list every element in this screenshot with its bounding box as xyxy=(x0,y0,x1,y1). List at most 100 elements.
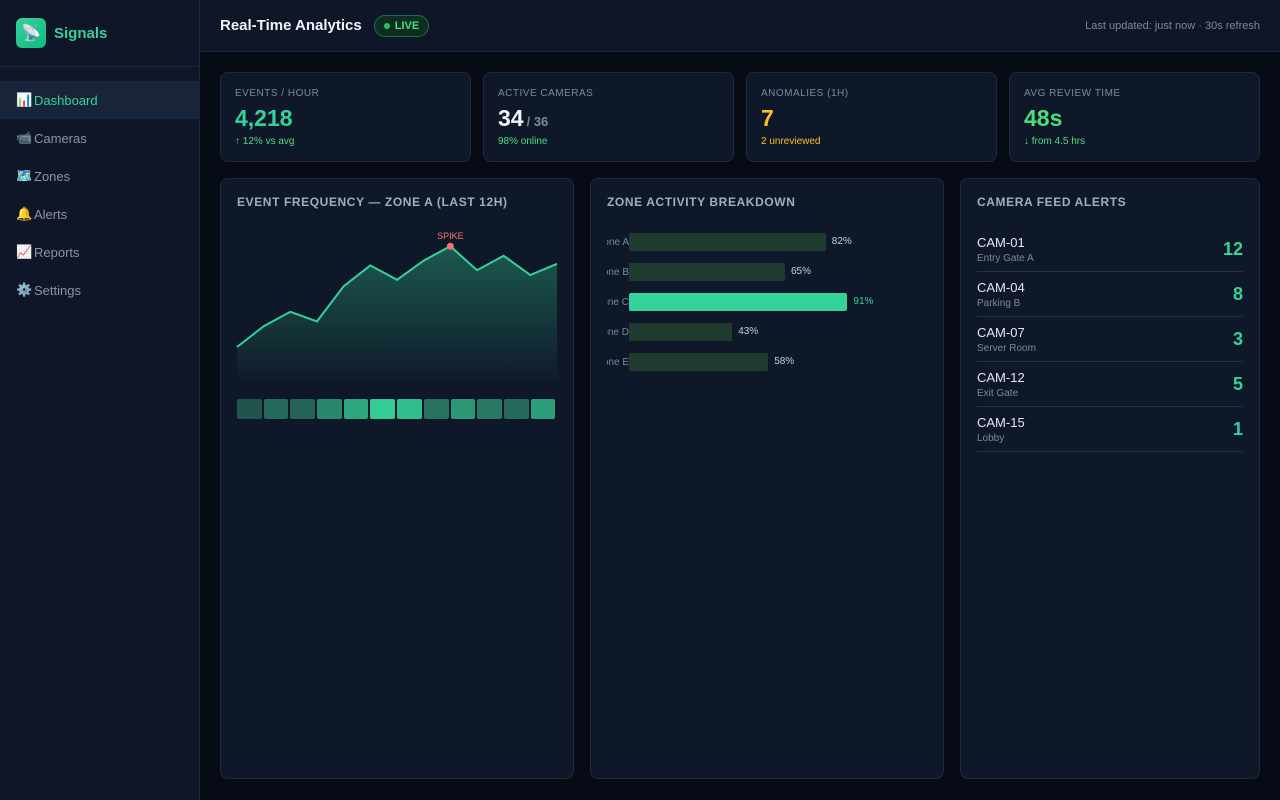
heat-cell xyxy=(450,399,476,419)
alert-row-cam-15[interactable]: CAM-15 Lobby 1 xyxy=(977,407,1243,452)
stat-note: 2 unreviewed xyxy=(761,136,821,147)
stat-card-anomalies[interactable]: ANOMALIES (1H) 7 2 unreviewed xyxy=(746,72,997,162)
map-icon: 🗺️ xyxy=(16,168,33,183)
page-title: Real-Time Analytics xyxy=(220,17,362,34)
zone-bar xyxy=(629,233,826,251)
heat-cell xyxy=(477,399,502,419)
alert-count: 8 xyxy=(1232,283,1243,304)
last-updated-text: Last updated: just now · 30s refresh xyxy=(1085,19,1260,32)
zone-value-label: 82% xyxy=(831,236,852,247)
alert-info: CAM-15 Lobby xyxy=(977,415,1025,444)
stat-card-cameras[interactable]: ACTIVE CAMERAS 34/ 36 98% online xyxy=(483,72,734,162)
alert-location: Entry Gate A xyxy=(977,252,1034,264)
zone-label: Zone C xyxy=(607,296,629,308)
sidebar-nav: 📊 Dashboard 📹 Cameras 🗺️ Zones 🔔 Alerts … xyxy=(0,81,199,309)
heat-cell xyxy=(317,399,342,419)
sidebar-item-label: Alerts xyxy=(34,206,68,222)
live-badge: LIVE xyxy=(373,14,430,37)
zone-label: Zone A xyxy=(607,236,629,248)
alert-camera-name: CAM-15 xyxy=(977,414,1025,430)
stat-note: 98% online xyxy=(498,136,548,147)
satellite-dish-icon: 📡 xyxy=(16,18,46,48)
heat-cell xyxy=(290,399,316,419)
alert-row-cam-01[interactable]: CAM-01 Entry Gate A 12 xyxy=(977,227,1243,272)
zone-bar-row[interactable]: Zone D 43% xyxy=(607,323,869,341)
zone-bar xyxy=(629,293,848,311)
stat-card-review-time[interactable]: AVG REVIEW TIME 48s ↓ from 4.5 hrs xyxy=(1009,72,1260,162)
panel-title: CAMERA FEED ALERTS xyxy=(977,195,1127,209)
stat-value: 48s xyxy=(1024,105,1245,132)
alert-info: CAM-01 Entry Gate A xyxy=(977,235,1034,264)
sidebar-item-cameras[interactable]: 📹 Cameras xyxy=(0,119,199,157)
sidebar-item-settings[interactable]: ⚙️ Settings xyxy=(0,271,199,309)
stat-note: ↑ 12% vs avg xyxy=(235,136,295,147)
stat-value: 7 xyxy=(761,105,982,132)
stat-value-main: 48s xyxy=(1024,105,1063,131)
alert-info: CAM-04 Parking B xyxy=(977,280,1025,309)
top-header: Real-Time Analytics LIVE Last updated: j… xyxy=(200,0,1280,52)
stat-label: ACTIVE CAMERAS xyxy=(498,88,594,99)
zone-bar-row[interactable]: Zone A 82% xyxy=(607,233,869,251)
zone-label: Zone E xyxy=(607,356,629,368)
video-camera-icon: 📹 xyxy=(16,130,33,145)
panel-title: EVENT FREQUENCY — ZONE A (LAST 12H) xyxy=(237,195,508,209)
zone-activity-panel: ZONE ACTIVITY BREAKDOWN Zone A 82% Zone B 6… xyxy=(590,178,944,779)
zone-bar-track: 91% xyxy=(629,293,873,311)
zone-bar-track: 82% xyxy=(629,233,869,251)
alert-info: CAM-12 Exit Gate xyxy=(977,370,1025,399)
stat-label: ANOMALIES (1H) xyxy=(761,88,849,99)
line-chart-icon: 📈 xyxy=(16,244,33,259)
panel-title: ZONE ACTIVITY BREAKDOWN xyxy=(607,195,796,209)
live-label: LIVE xyxy=(394,19,420,32)
alert-row-cam-12[interactable]: CAM-12 Exit Gate 5 xyxy=(977,362,1243,407)
heat-cell xyxy=(263,399,289,419)
zone-bar xyxy=(629,263,785,281)
stat-value-main: 4,218 xyxy=(235,105,293,131)
zone-value-label: 58% xyxy=(774,356,795,367)
heat-cell xyxy=(423,399,449,419)
stat-cards: EVENTS / HOUR 4,218 ↑ 12% vs avg ACTIVE … xyxy=(220,72,1260,162)
stat-value: 4,218 xyxy=(235,105,456,132)
zone-bar-row[interactable]: Zone B 65% xyxy=(607,263,869,281)
alert-count: 5 xyxy=(1232,373,1243,394)
alert-row-cam-04[interactable]: CAM-04 Parking B 8 xyxy=(977,272,1243,317)
alert-location: Server Room xyxy=(977,342,1036,354)
zone-bar-row[interactable]: Zone E 58% xyxy=(607,353,869,371)
heat-cell xyxy=(503,399,529,419)
stat-value: 34/ 36 xyxy=(498,105,719,132)
gear-icon: ⚙️ xyxy=(16,282,33,297)
alert-camera-name: CAM-04 xyxy=(977,279,1025,295)
sidebar-item-label: Zones xyxy=(34,168,71,184)
stat-label: AVG REVIEW TIME xyxy=(1024,88,1121,99)
stat-note: ↓ from 4.5 hrs xyxy=(1024,136,1086,147)
spike-marker[interactable] xyxy=(446,242,454,250)
alert-camera-name: CAM-07 xyxy=(977,324,1025,340)
heat-cell xyxy=(370,399,396,419)
stat-card-events[interactable]: EVENTS / HOUR 4,218 ↑ 12% vs avg xyxy=(220,72,471,162)
sidebar-item-label: Dashboard xyxy=(34,92,98,108)
sidebar-item-reports[interactable]: 📈 Reports xyxy=(0,233,199,271)
zone-value-label: 43% xyxy=(738,326,759,337)
zone-label: Zone B xyxy=(607,266,629,278)
alert-count: 3 xyxy=(1232,328,1243,349)
alert-camera-name: CAM-12 xyxy=(977,369,1025,385)
stat-value-main: 34 xyxy=(498,105,524,131)
alert-location: Exit Gate xyxy=(977,387,1019,399)
sidebar-item-label: Cameras xyxy=(34,130,87,146)
brand-name: Signals xyxy=(54,24,108,42)
sidebar-item-alerts[interactable]: 🔔 Alerts xyxy=(0,195,199,233)
stat-value-sub: / 36 xyxy=(526,114,549,129)
zone-bar-track: 43% xyxy=(629,323,869,341)
alert-list: CAM-01 Entry Gate A 12 CAM-04 Parking B … xyxy=(977,227,1243,452)
stat-label: EVENTS / HOUR xyxy=(235,88,320,99)
zone-bar-row[interactable]: Zone C 91% xyxy=(607,293,873,311)
heat-cell xyxy=(530,399,556,419)
sidebar-item-dashboard[interactable]: 📊 Dashboard xyxy=(0,81,199,119)
brand[interactable]: 📡 Signals xyxy=(0,0,199,67)
sidebar: 📡 Signals 📊 Dashboard 📹 Cameras 🗺️ Zones… xyxy=(0,0,200,800)
zone-bar xyxy=(629,353,769,371)
activity-heat-strip xyxy=(237,399,556,419)
alert-row-cam-07[interactable]: CAM-07 Server Room 3 xyxy=(977,317,1243,362)
bell-icon: 🔔 xyxy=(16,206,33,221)
sidebar-item-zones[interactable]: 🗺️ Zones xyxy=(0,157,199,195)
